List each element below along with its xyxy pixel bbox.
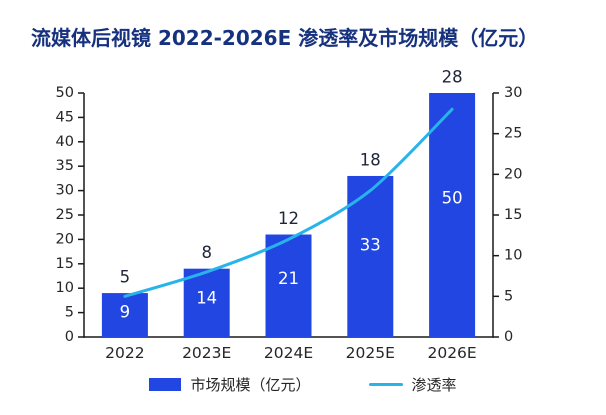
line-value-label: 5	[120, 268, 131, 287]
x-tick-label: 2026E	[427, 344, 476, 362]
line-value-label: 18	[360, 150, 381, 169]
line-value-label: 12	[278, 209, 299, 228]
legend-label-penetration: 渗透率	[411, 376, 457, 394]
left-tick-label: 50	[56, 85, 74, 101]
line-value-label: 28	[442, 68, 463, 87]
combo-chart: 0 5 10 15 20 25 30 35 40 45 50 0 5 10 15 20 25 30 2022 2023…	[56, 68, 523, 363]
bar-2026E	[429, 93, 476, 337]
bar-value-label: 33	[360, 236, 381, 255]
bar-2024E	[265, 234, 312, 337]
right-tick-label: 5	[504, 288, 513, 304]
right-tick-label: 15	[504, 207, 522, 223]
bar-value-label: 50	[442, 188, 463, 207]
left-tick-label: 25	[56, 207, 74, 223]
x-tick-label: 2023E	[182, 344, 231, 362]
x-tick-label: 2022	[105, 344, 144, 362]
right-tick-label: 10	[504, 248, 522, 264]
left-tick-label: 5	[65, 305, 74, 321]
bar-series-swatch-icon	[149, 378, 182, 391]
left-tick-label: 35	[56, 158, 74, 174]
bar-2023E	[183, 268, 230, 337]
right-tick-label: 20	[504, 166, 522, 182]
line-series-swatch-icon	[368, 383, 403, 386]
bar-value-label: 21	[278, 269, 299, 288]
legend-item-penetration: 渗透率	[368, 374, 457, 395]
legend-label-market-size: 市场规模（亿元）	[190, 376, 311, 394]
right-tick-label: 30	[504, 85, 522, 101]
penetration-line	[123, 107, 454, 298]
left-tick-label: 45	[56, 109, 74, 125]
chart-title: 流媒体后视镜 2022-2026E 渗透率及市场规模（亿元）	[31, 26, 539, 50]
x-tick-label: 2024E	[264, 344, 313, 362]
bar-value-label: 9	[120, 302, 131, 321]
left-tick-label: 30	[56, 183, 74, 199]
left-tick-label: 15	[56, 256, 74, 272]
line-value-label: 8	[201, 243, 212, 262]
bar-2025E	[347, 175, 394, 337]
x-tick-label: 2025E	[346, 344, 395, 362]
left-tick-label: 0	[65, 329, 74, 345]
left-tick-label: 40	[56, 134, 74, 150]
chart-legend: 市场规模（亿元） 渗透率	[0, 374, 606, 395]
bar-2022	[101, 293, 148, 337]
legend-item-market-size: 市场规模（亿元）	[149, 374, 311, 395]
bar-value-label: 14	[196, 289, 217, 308]
right-tick-label: 0	[504, 329, 513, 345]
left-tick-label: 20	[56, 231, 74, 247]
left-tick-label: 10	[56, 280, 74, 296]
right-tick-label: 25	[504, 126, 522, 142]
